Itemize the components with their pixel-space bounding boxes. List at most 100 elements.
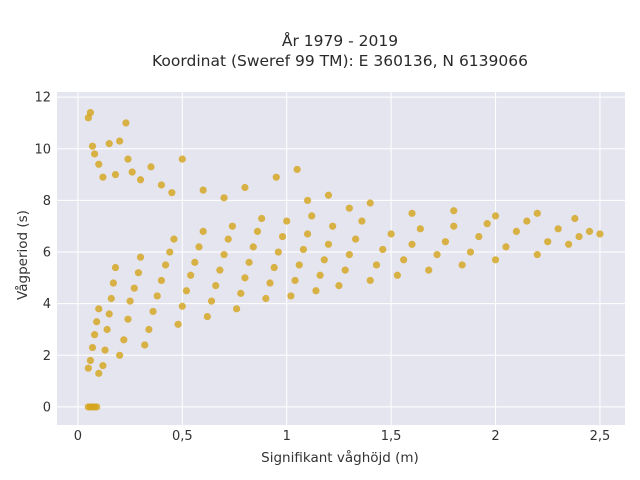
- data-point: [168, 189, 176, 197]
- data-point: [93, 318, 101, 326]
- data-point: [216, 266, 224, 274]
- data-point: [329, 222, 337, 230]
- y-tick-label: 8: [43, 194, 51, 209]
- data-point: [585, 227, 594, 235]
- data-point: [199, 186, 207, 194]
- data-point: [99, 173, 107, 181]
- x-tick-label: 2: [491, 429, 499, 444]
- data-point: [335, 282, 343, 290]
- data-point: [103, 325, 111, 334]
- data-point: [387, 230, 395, 238]
- data-point: [571, 214, 579, 223]
- data-point: [141, 341, 149, 349]
- data-point: [166, 248, 174, 256]
- data-point: [366, 199, 374, 207]
- data-point: [95, 305, 103, 313]
- data-point: [90, 331, 99, 339]
- data-point: [533, 251, 541, 259]
- data-point: [101, 346, 109, 354]
- data-point: [266, 279, 274, 287]
- data-point: [316, 271, 324, 279]
- data-point: [241, 183, 249, 192]
- data-point: [130, 284, 138, 292]
- data-point: [483, 220, 491, 228]
- data-point: [408, 240, 416, 248]
- data-point: [533, 209, 541, 217]
- data-point: [400, 256, 408, 264]
- x-tick-label: 1,5: [381, 429, 402, 444]
- data-point: [212, 282, 220, 290]
- data-point: [90, 150, 99, 158]
- data-point: [458, 261, 466, 269]
- data-point: [245, 258, 253, 266]
- data-point: [99, 362, 107, 370]
- data-point: [111, 171, 120, 179]
- data-point: [596, 230, 604, 238]
- data-point: [128, 168, 136, 176]
- data-point: [191, 258, 199, 266]
- data-point: [450, 222, 458, 230]
- plot-area: [57, 92, 625, 425]
- data-point: [95, 369, 103, 377]
- data-point: [136, 176, 145, 184]
- data-point: [308, 212, 316, 220]
- data-point: [134, 269, 143, 277]
- data-point: [153, 292, 161, 300]
- data-point: [249, 243, 257, 251]
- data-point: [358, 217, 366, 225]
- data-point: [195, 243, 203, 251]
- data-point: [84, 364, 92, 372]
- data-point: [88, 142, 97, 150]
- data-point: [228, 222, 237, 230]
- data-point: [475, 232, 483, 241]
- x-gridlines: [77, 92, 601, 425]
- data-point: [147, 163, 155, 171]
- data-point: [232, 305, 241, 313]
- data-point: [272, 173, 280, 181]
- data-point: [341, 266, 349, 274]
- data-point: [187, 271, 195, 279]
- data-point: [241, 274, 249, 282]
- data-point: [124, 315, 132, 323]
- data-point: [345, 251, 353, 259]
- data-point: [270, 263, 278, 272]
- data-point: [287, 292, 295, 300]
- data-point: [120, 336, 128, 344]
- data-point: [109, 279, 117, 287]
- data-point: [324, 191, 333, 199]
- data-point: [145, 325, 153, 334]
- data-point: [345, 204, 353, 212]
- data-point: [124, 155, 132, 163]
- y-tick-label: 6: [43, 246, 51, 261]
- data-point: [491, 256, 500, 264]
- data-point: [105, 310, 113, 318]
- data-point: [303, 230, 312, 238]
- data-point: [220, 194, 228, 202]
- data-point: [105, 140, 113, 148]
- data-point: [122, 119, 130, 127]
- data-point: [86, 109, 95, 117]
- data-point: [274, 248, 282, 256]
- data-point: [425, 266, 433, 274]
- y-tick-label: 0: [43, 400, 51, 415]
- y-axis-label: Vågperiod (s): [14, 210, 31, 300]
- x-tick-label: 0: [74, 429, 82, 444]
- data-point: [433, 251, 441, 259]
- data-point: [199, 227, 207, 235]
- data-point: [352, 235, 360, 243]
- data-point: [491, 212, 500, 220]
- data-point: [161, 261, 170, 269]
- data-point: [203, 312, 211, 321]
- data-point: [554, 225, 562, 233]
- data-point: [237, 289, 245, 297]
- data-point: [157, 181, 166, 189]
- data-point: [466, 248, 475, 256]
- data-point: [299, 245, 308, 254]
- data-point: [320, 256, 328, 264]
- data-point: [523, 217, 531, 225]
- data-point: [107, 294, 115, 303]
- data-point: [157, 276, 166, 285]
- data-point: [291, 276, 299, 285]
